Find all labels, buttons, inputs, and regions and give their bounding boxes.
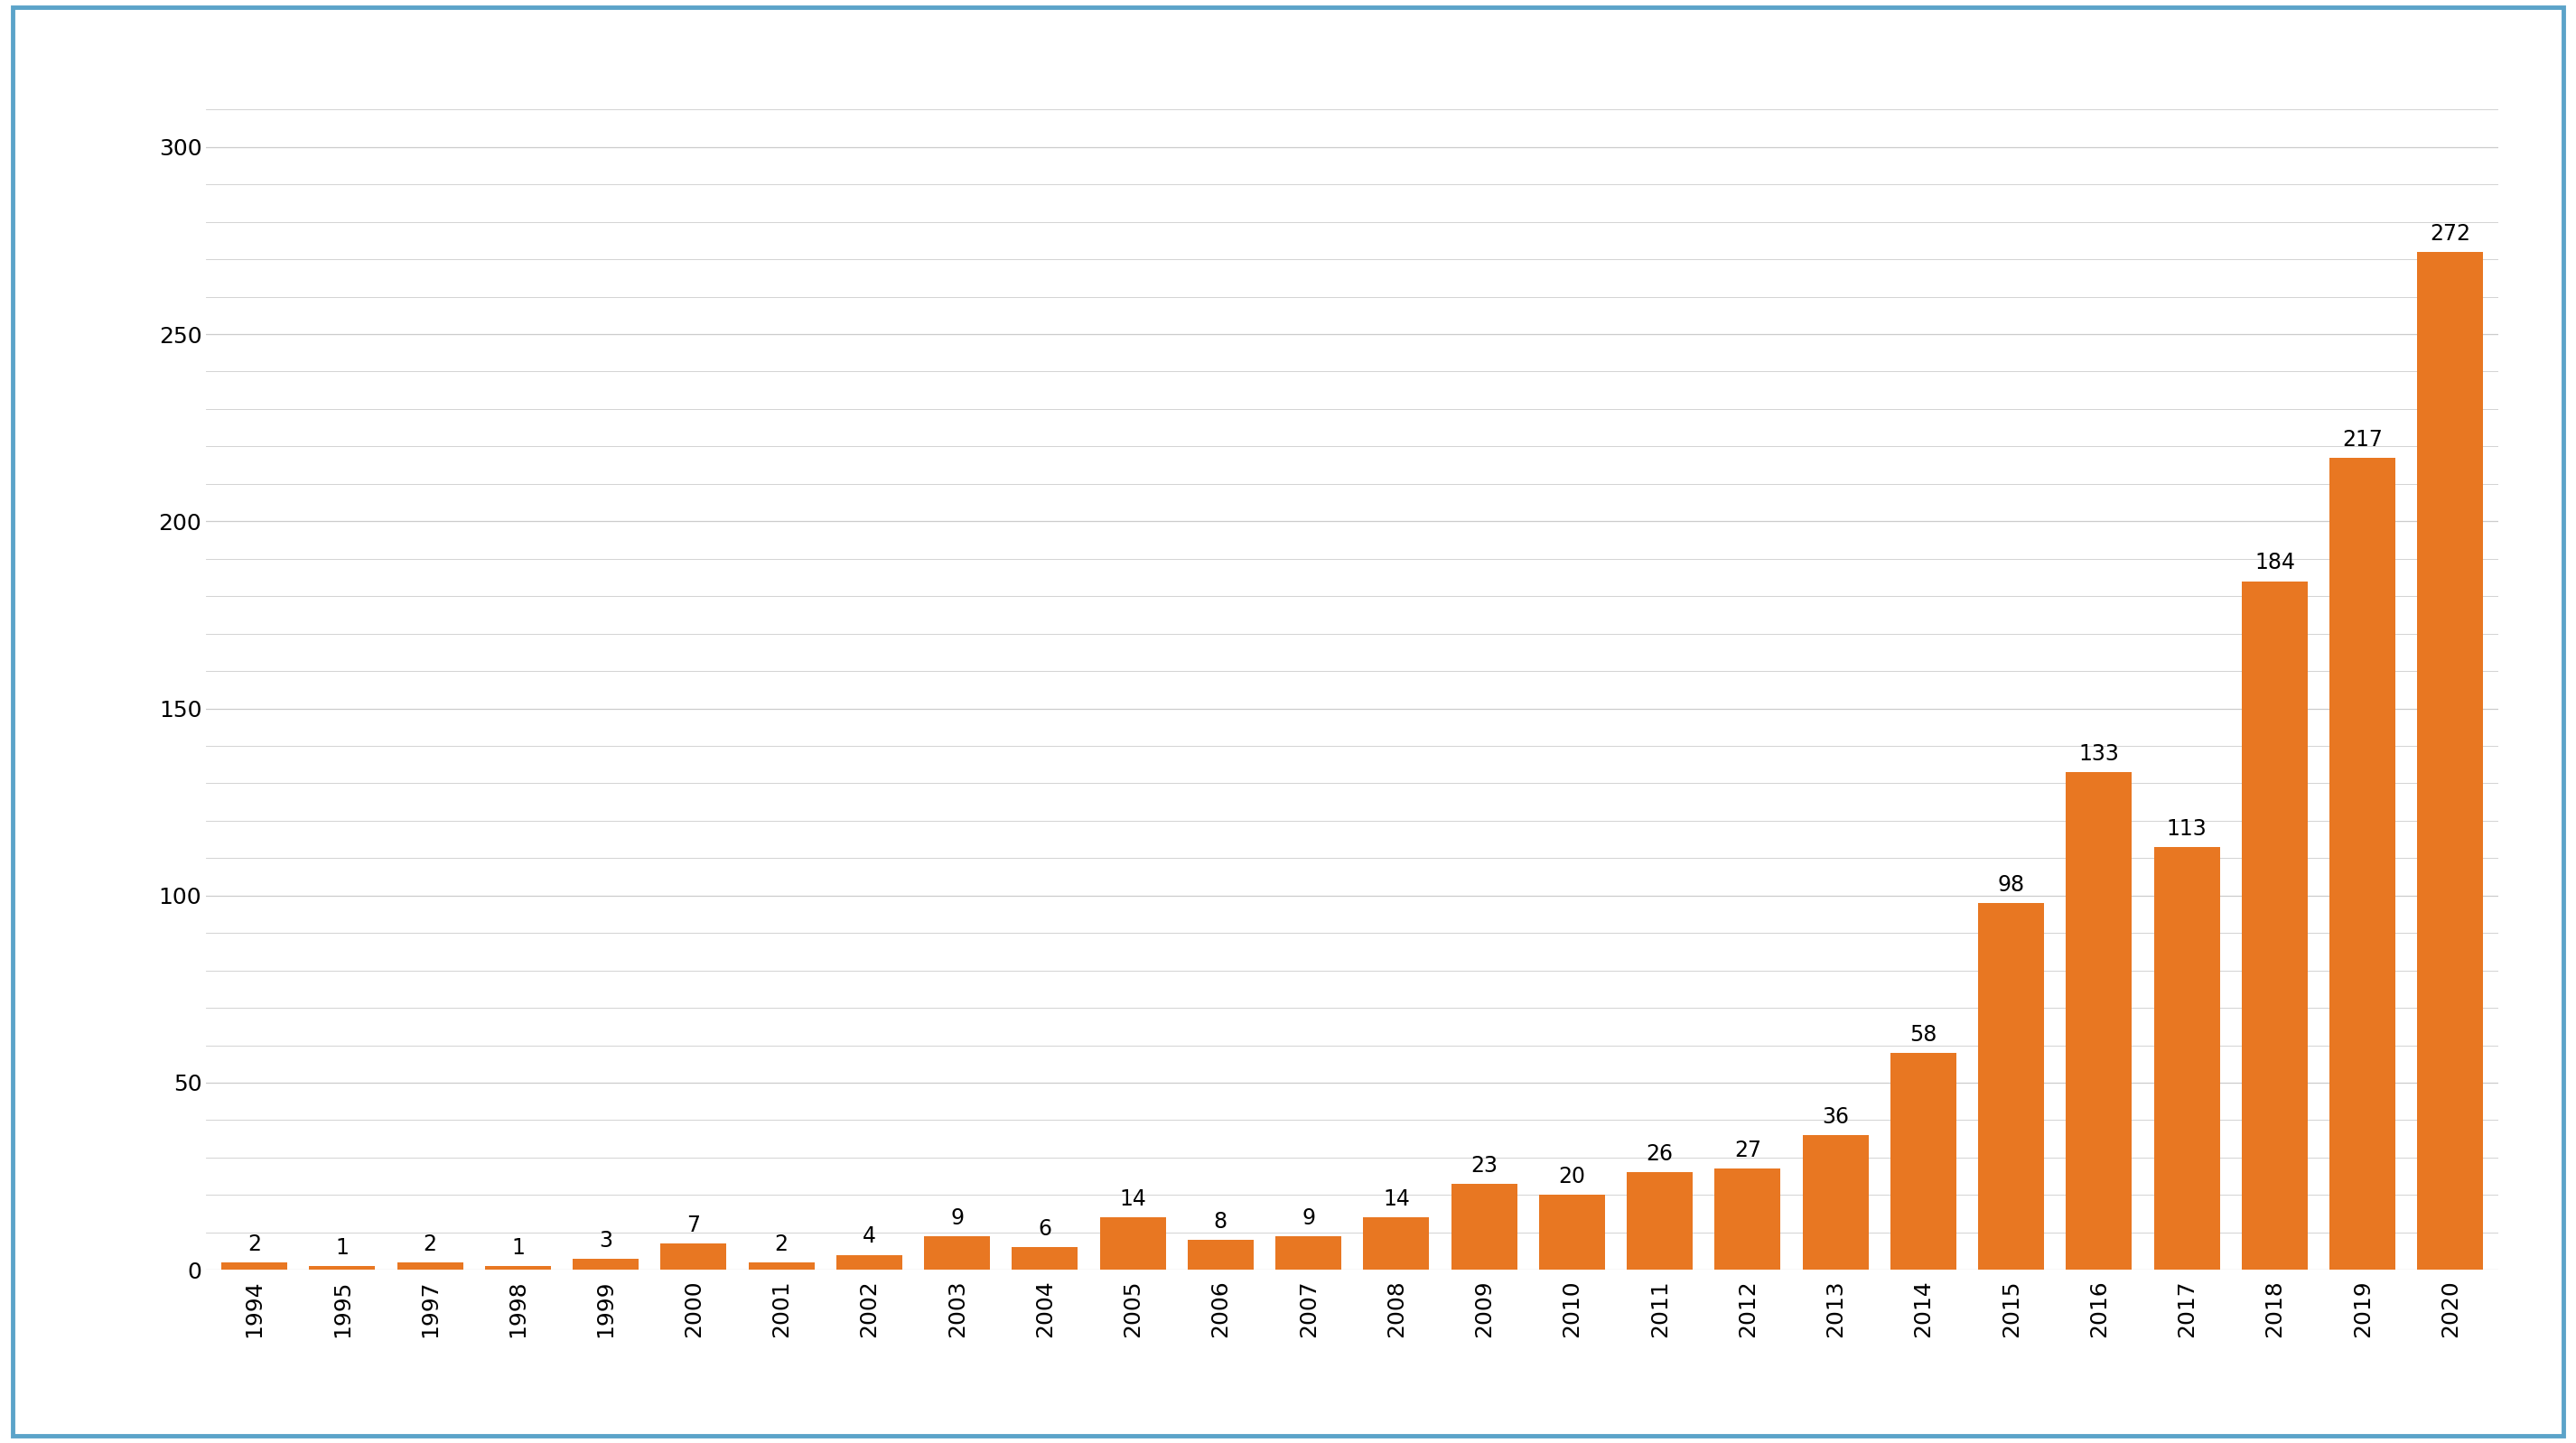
Text: 272: 272 xyxy=(2429,222,2470,244)
Bar xyxy=(1188,1240,1255,1270)
Text: 217: 217 xyxy=(2342,429,2383,450)
Bar xyxy=(572,1258,639,1270)
Bar xyxy=(659,1244,726,1270)
Text: 2: 2 xyxy=(247,1234,260,1255)
Text: 9: 9 xyxy=(951,1206,963,1228)
Bar xyxy=(397,1263,464,1270)
Text: 20: 20 xyxy=(1558,1166,1587,1188)
Bar xyxy=(2154,847,2221,1270)
Bar xyxy=(309,1266,376,1270)
Text: 1: 1 xyxy=(335,1237,348,1258)
Bar xyxy=(1628,1173,1692,1270)
Bar xyxy=(2329,457,2396,1270)
Bar xyxy=(1012,1247,1077,1270)
Bar xyxy=(925,1237,989,1270)
Bar xyxy=(1538,1195,1605,1270)
Bar xyxy=(1450,1183,1517,1270)
Bar xyxy=(1363,1218,1430,1270)
Text: 98: 98 xyxy=(1996,874,2025,896)
Bar xyxy=(1716,1169,1780,1270)
Bar xyxy=(2066,772,2133,1270)
Bar xyxy=(1891,1053,1955,1270)
Bar xyxy=(1803,1136,1868,1270)
Text: 7: 7 xyxy=(688,1215,701,1237)
Text: 133: 133 xyxy=(2079,743,2120,765)
Text: 9: 9 xyxy=(1301,1206,1316,1228)
Text: 6: 6 xyxy=(1038,1218,1051,1240)
Text: 58: 58 xyxy=(1909,1023,1937,1045)
Bar xyxy=(1978,903,2045,1270)
Text: 36: 36 xyxy=(1821,1105,1850,1127)
Bar xyxy=(484,1266,551,1270)
Text: 2: 2 xyxy=(775,1234,788,1255)
Text: 4: 4 xyxy=(863,1225,876,1247)
Text: 3: 3 xyxy=(600,1229,613,1251)
Text: 1: 1 xyxy=(510,1237,526,1258)
Text: 184: 184 xyxy=(2254,553,2295,574)
Bar xyxy=(1100,1218,1167,1270)
Text: 113: 113 xyxy=(2166,818,2208,840)
Bar xyxy=(750,1263,814,1270)
Text: 26: 26 xyxy=(1646,1143,1674,1165)
Bar xyxy=(2241,582,2308,1270)
Text: 23: 23 xyxy=(1471,1154,1497,1176)
Bar xyxy=(222,1263,289,1270)
Text: 8: 8 xyxy=(1213,1211,1229,1232)
Text: 2: 2 xyxy=(422,1234,438,1255)
Text: 27: 27 xyxy=(1734,1140,1762,1162)
Bar xyxy=(1275,1237,1342,1270)
Text: 14: 14 xyxy=(1121,1188,1146,1209)
Bar xyxy=(2416,253,2483,1270)
Text: 14: 14 xyxy=(1383,1188,1409,1209)
Bar xyxy=(837,1255,902,1270)
